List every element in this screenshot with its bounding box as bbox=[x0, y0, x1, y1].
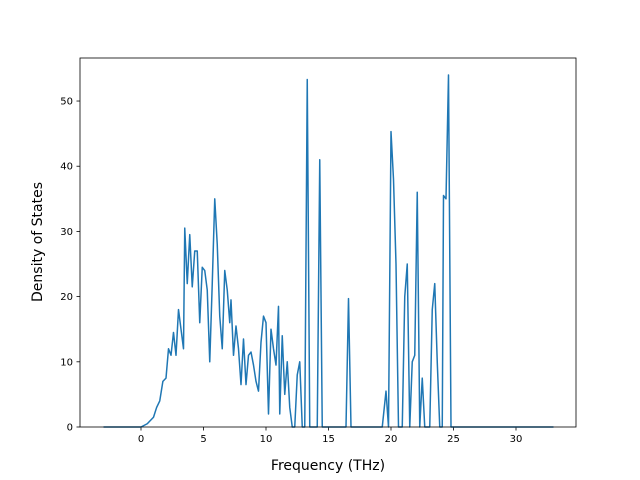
x-tick-label: 30 bbox=[510, 434, 523, 445]
data-line bbox=[103, 74, 554, 428]
y-axis-label: Density of States bbox=[30, 182, 46, 302]
y-tick-label: 20 bbox=[60, 292, 73, 303]
y-tick-label: 40 bbox=[60, 162, 73, 173]
x-axis-label: Frequency (THz) bbox=[271, 458, 385, 474]
x-tick-label: 20 bbox=[385, 434, 398, 445]
y-tick-label: 30 bbox=[60, 227, 73, 238]
x-tick-label: 15 bbox=[322, 434, 335, 445]
x-tick-label: 25 bbox=[447, 434, 460, 445]
plot-frame bbox=[79, 57, 577, 428]
x-tick-label: 5 bbox=[200, 434, 206, 445]
x-tick-label: 10 bbox=[260, 434, 273, 445]
y-tick-label: 0 bbox=[67, 423, 73, 434]
y-tick-label: 50 bbox=[60, 97, 73, 108]
y-tick-label: 10 bbox=[60, 357, 73, 368]
x-tick-label: 0 bbox=[138, 434, 144, 445]
